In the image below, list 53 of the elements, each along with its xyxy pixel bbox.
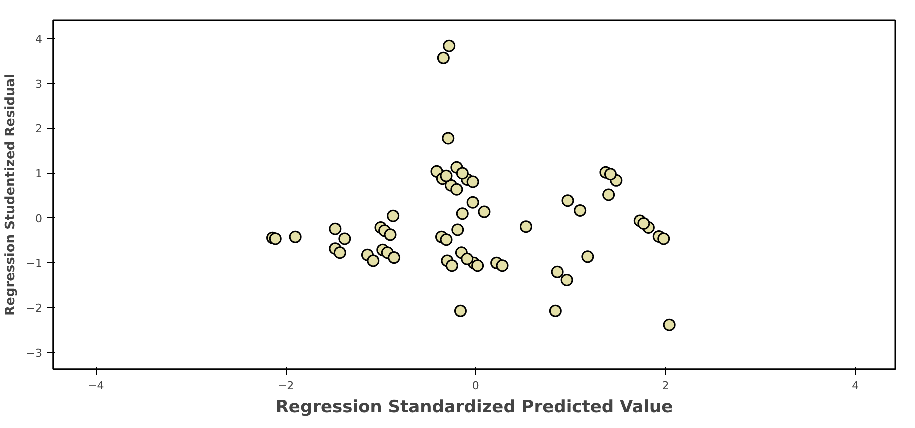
point	[338, 232, 352, 246]
point	[520, 220, 532, 234]
point	[638, 217, 650, 230]
y-tick-label: 2	[36, 122, 42, 136]
y-tick-label: 4	[36, 32, 42, 46]
point	[446, 260, 458, 272]
point	[478, 206, 491, 218]
y-tick-label: 0	[36, 212, 42, 226]
point	[440, 170, 453, 182]
point	[442, 132, 455, 145]
point	[452, 224, 464, 236]
point	[289, 230, 302, 244]
point	[602, 188, 616, 202]
point	[456, 208, 469, 220]
point	[329, 222, 342, 236]
point	[472, 260, 484, 272]
point	[496, 260, 509, 272]
point	[367, 254, 380, 268]
x-tick-label: 4	[852, 380, 860, 392]
point	[450, 183, 464, 196]
point	[384, 228, 397, 242]
point	[562, 194, 574, 208]
point	[582, 250, 594, 264]
point	[456, 167, 469, 180]
point	[549, 304, 562, 318]
point	[551, 266, 564, 278]
point	[334, 246, 346, 260]
point	[437, 52, 450, 64]
point	[466, 196, 480, 209]
point	[663, 318, 676, 332]
x-axis-title: Regression Standardized Predicted Value	[276, 398, 674, 418]
x-tick-label: −4	[88, 380, 104, 392]
y-tick-label: −1	[26, 257, 43, 270]
y-axis-title: Regression Studentized Residual	[3, 74, 18, 316]
x-tick-label: 2	[662, 380, 670, 392]
point	[574, 204, 587, 217]
point	[466, 176, 480, 188]
y-tick-label: −3	[26, 346, 43, 360]
y-tick-label: 1	[36, 168, 42, 181]
y-tick-label: −2	[26, 302, 43, 316]
point	[658, 232, 670, 246]
point	[454, 304, 467, 318]
point	[440, 234, 453, 246]
point	[461, 252, 474, 266]
x-tick-label: −2	[278, 380, 294, 392]
point	[387, 210, 400, 222]
x-tick-label: 0	[472, 380, 480, 392]
point	[560, 274, 574, 286]
point	[269, 232, 282, 246]
point	[443, 40, 456, 52]
point	[604, 168, 617, 181]
y-tick-label: 3	[36, 78, 42, 91]
point	[388, 252, 401, 264]
